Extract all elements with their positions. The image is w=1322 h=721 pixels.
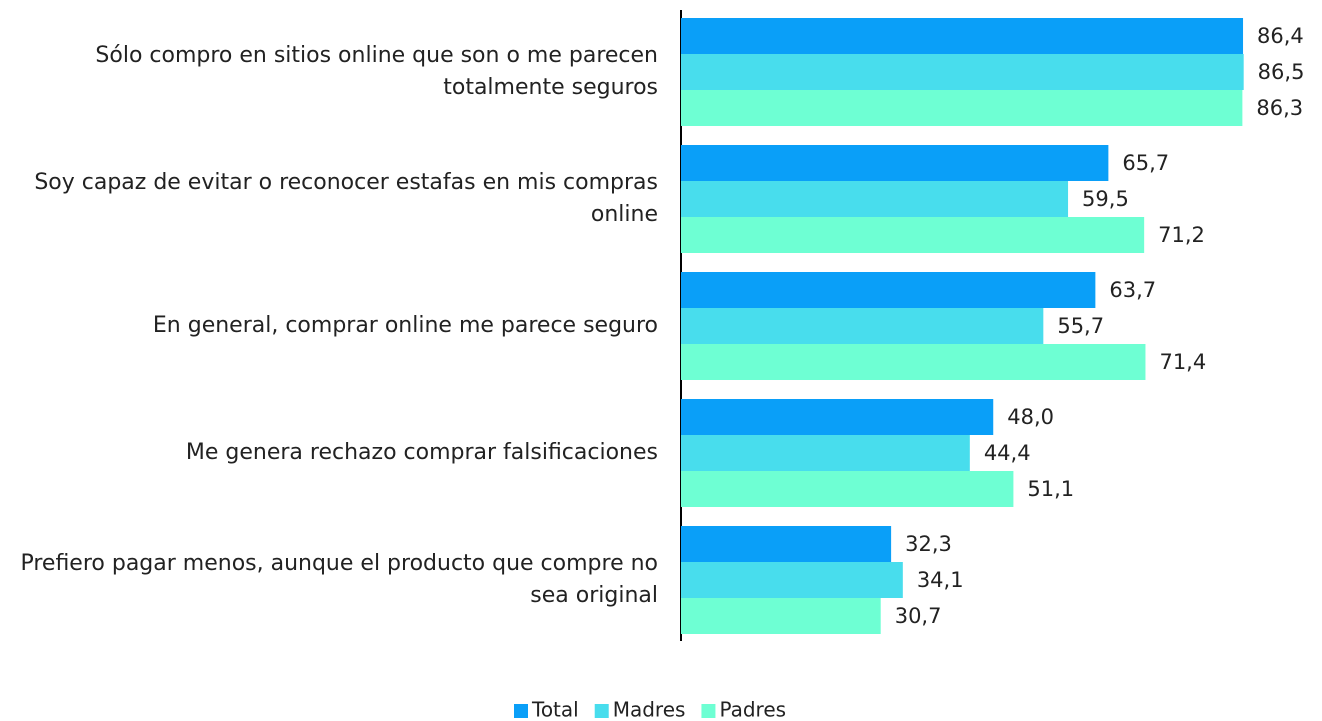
legend-label: Madres (613, 698, 686, 721)
legend-label: Total (531, 698, 579, 721)
bar (681, 598, 881, 634)
bar (681, 272, 1096, 308)
bar (681, 217, 1145, 253)
category-label: En general, comprar online me parece seg… (152, 313, 658, 338)
value-label: 55,7 (1057, 314, 1104, 338)
bar (681, 562, 903, 598)
category-label: Prefiero pagar menos, aunque el producto… (20, 551, 658, 608)
value-label: 34,1 (917, 568, 964, 592)
value-label: 48,0 (1007, 405, 1054, 429)
value-label: 86,4 (1257, 24, 1304, 48)
value-label: 44,4 (984, 441, 1031, 465)
value-label: 71,2 (1158, 223, 1205, 247)
bar (681, 54, 1244, 90)
category-label: Me genera rechazo comprar falsificacione… (185, 440, 658, 465)
value-label: 71,4 (1159, 350, 1206, 374)
value-label: 51,1 (1027, 477, 1074, 501)
bar (681, 308, 1044, 344)
value-label: 59,5 (1082, 187, 1129, 211)
bar (681, 181, 1069, 217)
bar (681, 344, 1146, 380)
bar (681, 526, 892, 562)
bar (681, 471, 1014, 507)
bar (681, 145, 1109, 181)
category-label: Soy capaz de evitar o reconocer estafas … (34, 170, 658, 227)
value-label: 63,7 (1109, 278, 1156, 302)
value-label: 30,7 (895, 604, 942, 628)
bar (681, 435, 970, 471)
value-label: 86,3 (1256, 96, 1303, 120)
legend-label: Padres (719, 698, 786, 721)
bar (681, 399, 994, 435)
category-label: Sólo compro en sitios online que son o m… (95, 43, 658, 100)
legend-swatch (514, 704, 528, 718)
legend-swatch (594, 704, 609, 718)
value-label: 32,3 (905, 532, 952, 556)
value-label: 86,5 (1258, 60, 1305, 84)
bar (681, 18, 1244, 54)
bar (681, 90, 1243, 126)
legend-swatch (701, 704, 716, 718)
value-label: 65,7 (1122, 151, 1169, 175)
